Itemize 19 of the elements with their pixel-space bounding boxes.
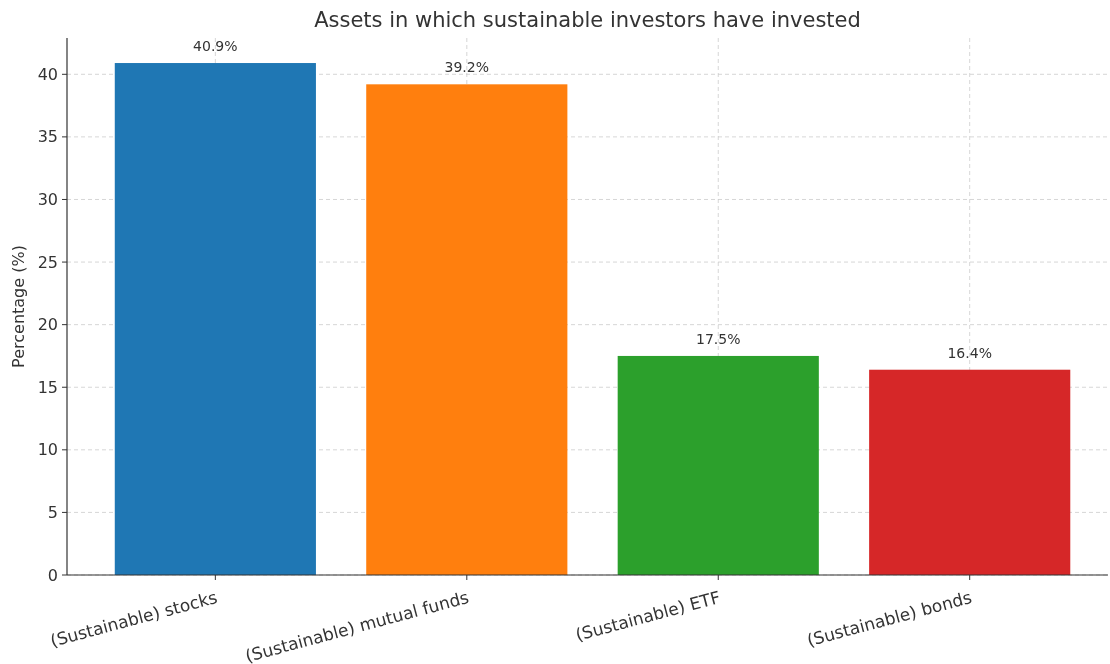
y-tick-label: 15 (37, 377, 58, 397)
bar (114, 63, 316, 575)
data-label: 40.9% (193, 38, 238, 55)
data-label: 16.4% (947, 344, 992, 361)
y-tick-label: 35 (37, 127, 58, 147)
y-tick-label: 5 (47, 503, 58, 523)
data-label: 39.2% (444, 59, 490, 76)
data-label: 17.5% (696, 330, 741, 347)
y-tick-label: 40 (37, 64, 58, 84)
y-tick-label: 0 (47, 565, 58, 585)
bar (869, 369, 1071, 575)
y-axis-title: Percentage (%) (9, 245, 28, 368)
y-tick-label: 20 (37, 315, 58, 335)
bar (366, 84, 568, 575)
y-tick-label: 30 (37, 190, 58, 210)
chart-title: Assets in which sustainable investors have invested (314, 8, 861, 32)
bar (617, 355, 819, 575)
y-tick-label: 10 (37, 440, 58, 460)
y-tick-label: 25 (37, 252, 58, 272)
